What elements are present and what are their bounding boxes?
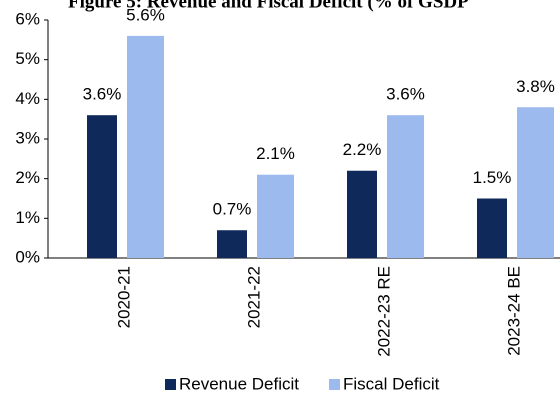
bar — [217, 230, 247, 258]
data-label: 3.6% — [83, 85, 122, 104]
data-label: 3.8% — [516, 77, 555, 96]
bar — [127, 35, 164, 258]
y-tick-label: 2% — [15, 168, 40, 187]
data-label: 0.7% — [213, 200, 252, 219]
bar — [477, 198, 507, 258]
y-tick-label: 0% — [15, 247, 40, 266]
x-tick-label: 2022-23 RE — [374, 266, 393, 357]
bar — [387, 115, 424, 258]
y-tick-label: 1% — [15, 208, 40, 227]
x-tick-label: 2023-24 BE — [504, 266, 523, 356]
y-tick-label: 4% — [15, 89, 40, 108]
data-label: 2.1% — [256, 144, 295, 163]
data-label: 2.2% — [343, 140, 382, 159]
y-tick-label: 5% — [15, 49, 40, 68]
data-label: 1.5% — [473, 168, 512, 187]
bar — [517, 107, 554, 259]
y-tick-label: 6% — [15, 9, 40, 28]
legend-swatch — [329, 379, 341, 390]
legend-label: Revenue Deficit — [179, 374, 299, 393]
y-tick-label: 3% — [15, 128, 40, 147]
bar — [347, 170, 377, 258]
bar — [257, 174, 294, 258]
x-tick-label: 2021-22 — [244, 266, 263, 328]
legend-swatch — [165, 379, 176, 390]
x-tick-label: 2020-21 — [114, 266, 133, 328]
chart-title: Figure 5: Revenue and Fiscal Deficit (% … — [68, 0, 469, 12]
data-label: 5.6% — [126, 5, 165, 24]
data-label: 3.6% — [386, 85, 425, 104]
legend-label: Fiscal Deficit — [343, 374, 440, 393]
bar — [87, 115, 117, 258]
